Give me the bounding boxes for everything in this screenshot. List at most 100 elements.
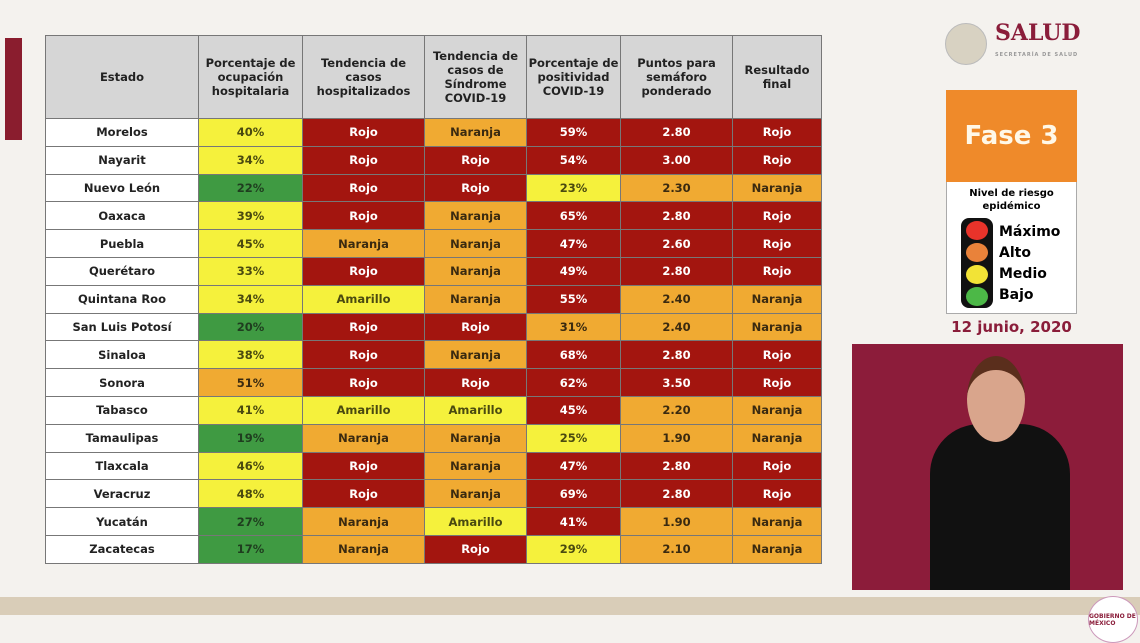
indicator-cell: Rojo <box>424 173 527 203</box>
indicator-cell: Rojo <box>302 340 425 370</box>
estado-cell: Sonora <box>45 368 199 397</box>
indicator-cell: 23% <box>526 173 621 203</box>
indicator-cell: 2.20 <box>620 395 733 425</box>
indicator-cell: 41% <box>198 395 303 425</box>
interpreter-head <box>967 356 1025 442</box>
column-header: Resultado final <box>732 35 822 119</box>
salud-logo: SALUD SECRETARÍA DE SALUD <box>945 22 1081 66</box>
table-row: San Luis Potosí 20% Rojo Rojo 31% 2.40 Naranja <box>45 312 822 342</box>
indicator-cell: Naranja <box>424 451 527 481</box>
indicator-cell: 2.80 <box>620 118 733 147</box>
column-header: Puntos para semáforo ponderado <box>620 35 733 119</box>
seal-icon <box>945 23 987 65</box>
gobierno-logo: GOBIERNO DE MÉXICO <box>1088 596 1138 643</box>
estado-cell: San Luis Potosí <box>45 312 199 342</box>
indicator-cell: 2.40 <box>620 312 733 342</box>
estado-cell: Puebla <box>45 229 199 258</box>
indicator-cell: Naranja <box>424 284 527 314</box>
indicator-cell: Rojo <box>302 451 425 481</box>
risk-level-label: Bajo <box>999 287 1034 303</box>
indicator-cell: Naranja <box>732 312 822 342</box>
estado-cell: Morelos <box>45 118 199 147</box>
indicator-cell: 2.80 <box>620 201 733 231</box>
indicator-cell: Amarillo <box>424 395 527 425</box>
indicator-cell: Rojo <box>732 118 822 147</box>
column-header: Tendencia de casos de Síndrome COVID-19 <box>424 35 527 119</box>
indicator-cell: Rojo <box>732 145 822 175</box>
indicator-cell: 54% <box>526 145 621 175</box>
footer-bar <box>0 597 1140 615</box>
indicator-cell: 17% <box>198 534 303 564</box>
indicator-cell: Naranja <box>732 284 822 314</box>
risk-level-label: Máximo <box>999 224 1061 240</box>
table-row: Tabasco 41% Amarillo Amarillo 45% 2.20 Naranja <box>45 395 822 425</box>
indicator-cell: 34% <box>198 284 303 314</box>
indicator-cell: Amarillo <box>302 395 425 425</box>
indicator-cell: Naranja <box>424 201 527 231</box>
indicator-cell: 47% <box>526 229 621 258</box>
table-row: Quintana Roo 34% Amarillo Naranja 55% 2.40 Nar… <box>45 284 822 314</box>
indicator-cell: Naranja <box>424 423 527 453</box>
indicator-cell: 59% <box>526 118 621 147</box>
risk-title: Nivel de riesgo epidémico <box>969 188 1054 212</box>
table-row: Nayarit 34% Rojo Rojo 54% 3.00 Rojo <box>45 145 822 175</box>
indicator-cell: Naranja <box>424 479 527 509</box>
indicator-cell: Naranja <box>424 229 527 258</box>
indicator-cell: 2.80 <box>620 256 733 286</box>
indicator-cell: Rojo <box>424 534 527 564</box>
risk-panel: Nivel de riesgo epidémico Máximo Alto Medi… <box>946 182 1077 314</box>
indicator-cell: 2.80 <box>620 479 733 509</box>
indicator-cell: Rojo <box>302 118 425 147</box>
column-header: Tendencia de casos hospitalizados <box>302 35 425 119</box>
indicator-cell: Naranja <box>302 507 425 536</box>
light-0-icon <box>966 221 988 240</box>
indicator-cell: Rojo <box>302 145 425 175</box>
indicator-cell: Rojo <box>302 201 425 231</box>
estado-cell: Tlaxcala <box>45 451 199 481</box>
traffic-light-icon <box>961 218 993 308</box>
indicator-cell: 69% <box>526 479 621 509</box>
indicator-cell: Rojo <box>424 312 527 342</box>
indicator-cell: 49% <box>526 256 621 286</box>
indicator-cell: 45% <box>526 395 621 425</box>
indicator-cell: Rojo <box>424 368 527 397</box>
indicator-cell: 41% <box>526 507 621 536</box>
estado-cell: Querétaro <box>45 256 199 286</box>
estado-cell: Tabasco <box>45 395 199 425</box>
indicator-cell: Rojo <box>302 256 425 286</box>
estado-cell: Tamaulipas <box>45 423 199 453</box>
indicator-cell: 3.50 <box>620 368 733 397</box>
indicator-cell: 2.80 <box>620 340 733 370</box>
table-row: Puebla 45% Naranja Naranja 47% 2.60 Rojo <box>45 229 822 258</box>
indicator-cell: 2.30 <box>620 173 733 203</box>
estado-cell: Yucatán <box>45 507 199 536</box>
indicator-cell: 1.90 <box>620 507 733 536</box>
indicator-cell: 48% <box>198 479 303 509</box>
indicator-cell: Naranja <box>302 229 425 258</box>
indicator-cell: Naranja <box>424 256 527 286</box>
indicator-cell: 39% <box>198 201 303 231</box>
indicator-cell: Amarillo <box>302 284 425 314</box>
indicator-cell: Naranja <box>302 534 425 564</box>
indicator-cell: 1.90 <box>620 423 733 453</box>
indicator-cell: Naranja <box>424 118 527 147</box>
indicator-cell: 47% <box>526 451 621 481</box>
indicator-cell: 2.40 <box>620 284 733 314</box>
table-row: Veracruz 48% Rojo Naranja 69% 2.80 Rojo <box>45 479 822 509</box>
table-row: Yucatán 27% Naranja Amarillo 41% 1.90 Naranja <box>45 507 822 536</box>
indicator-cell: 29% <box>526 534 621 564</box>
indicator-cell: 3.00 <box>620 145 733 175</box>
indicator-cell: Rojo <box>424 145 527 175</box>
indicator-cell: Naranja <box>732 507 822 536</box>
indicator-cell: Rojo <box>732 256 822 286</box>
indicator-cell: 65% <box>526 201 621 231</box>
estado-cell: Nuevo León <box>45 173 199 203</box>
indicator-cell: 2.10 <box>620 534 733 564</box>
indicator-cell: 62% <box>526 368 621 397</box>
column-header: Porcentaje de ocupación hospitalaria <box>198 35 303 119</box>
indicator-cell: 40% <box>198 118 303 147</box>
indicator-cell: Rojo <box>732 340 822 370</box>
indicator-cell: 25% <box>526 423 621 453</box>
indicator-cell: Naranja <box>302 423 425 453</box>
indicator-cell: 19% <box>198 423 303 453</box>
